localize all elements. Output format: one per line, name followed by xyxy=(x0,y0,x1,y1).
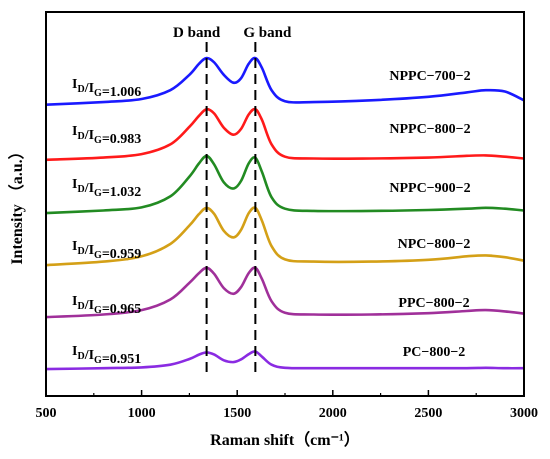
series-name-5: PC−800−2 xyxy=(403,345,466,360)
series-line-3 xyxy=(45,206,525,267)
band-label-0: D band xyxy=(173,25,221,41)
series-lines xyxy=(45,56,525,371)
x-axis-ticks: 500 1000 1500 2000 2500 3000 xyxy=(36,390,538,421)
x-tick-label-0: 500 xyxy=(36,406,57,421)
series-name-2: NPPC−900−2 xyxy=(389,181,470,196)
ratio-label-3: ID/IG=0.959 xyxy=(72,239,141,262)
x-tick-label-2: 1500 xyxy=(223,406,251,421)
x-tick-label-1: 1000 xyxy=(128,406,156,421)
band-marker-lines xyxy=(205,42,257,376)
x-tick-label-3: 2000 xyxy=(319,406,347,421)
x-tick-label-5: 3000 xyxy=(510,406,538,421)
annotations: D band G band ID/IG=1.006 NPPC−700−2 ID/IG=0… xyxy=(72,25,471,367)
series-line-5 xyxy=(45,350,525,371)
band-label-1: G band xyxy=(243,25,292,41)
ratio-label-2: ID/IG=1.032 xyxy=(72,177,141,200)
ratio-label-0: ID/IG=1.006 xyxy=(72,77,141,100)
series-line-2 xyxy=(45,154,525,215)
series-line-1 xyxy=(45,107,525,162)
ratio-label-5: ID/IG=0.951 xyxy=(72,344,141,367)
ratio-label-1: ID/IG=0.983 xyxy=(72,124,141,147)
series-name-1: NPPC−800−2 xyxy=(389,122,470,137)
y-axis-title: Intensity （a.u.） xyxy=(8,143,26,264)
x-tick-label-4: 2500 xyxy=(414,406,442,421)
series-line-0 xyxy=(45,56,525,106)
series-name-0: NPPC−700−2 xyxy=(389,69,470,84)
series-line-4 xyxy=(45,266,525,319)
series-name-4: PPC−800−2 xyxy=(398,296,469,311)
x-axis-title: Raman shift（cm⁻¹） xyxy=(210,431,360,449)
series-name-3: NPC−800−2 xyxy=(398,237,471,252)
ratio-label-4: ID/IG=0.965 xyxy=(72,294,141,317)
